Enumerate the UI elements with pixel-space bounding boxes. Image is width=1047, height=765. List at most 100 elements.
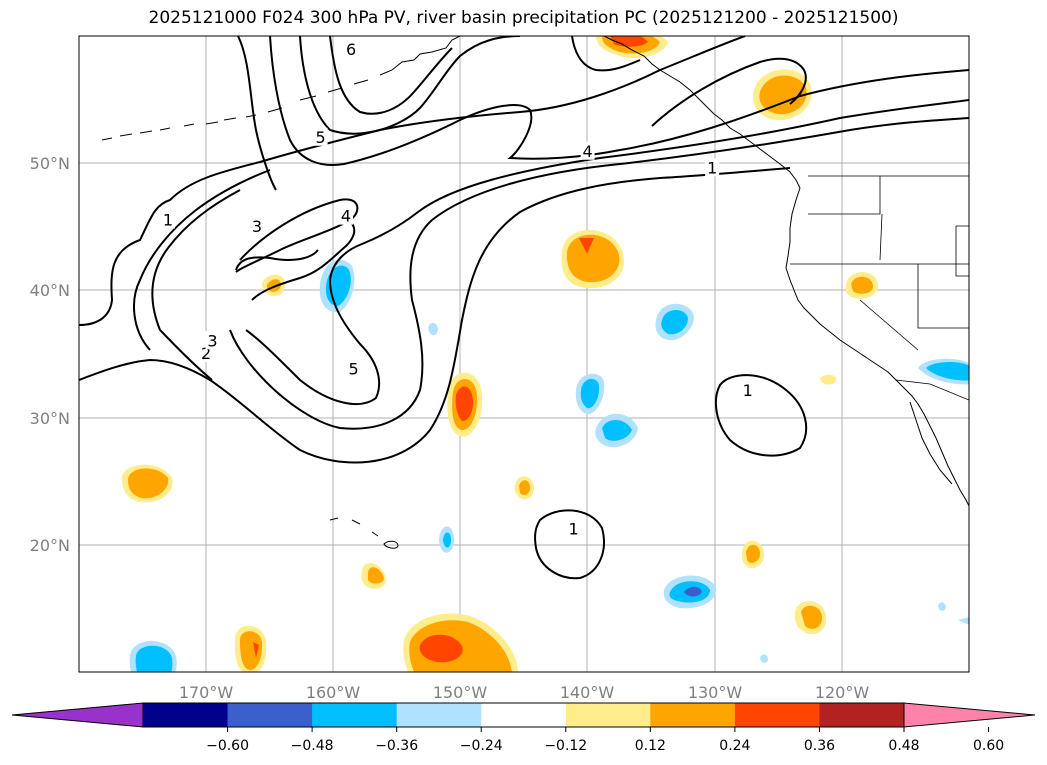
precip-negative-blob xyxy=(760,602,969,663)
pv-contour-label: 5 xyxy=(315,128,325,147)
precip-negative-blob xyxy=(918,358,969,385)
border-us-mexico xyxy=(895,379,969,401)
precip-negative-blob xyxy=(595,413,638,448)
colorbar-segment xyxy=(143,703,229,727)
colorbar-segment xyxy=(312,703,398,727)
precip-positive-blob xyxy=(514,476,534,500)
pv-contour-label: 6 xyxy=(346,40,356,59)
coastline-panhandle xyxy=(603,36,801,189)
precip-positive-blob xyxy=(121,464,173,503)
pv-contour-label: 1 xyxy=(568,520,578,539)
precip-positive-blob xyxy=(845,272,879,299)
lat-tick-label: 50°N xyxy=(30,154,70,173)
precip-positive-blob xyxy=(361,563,387,589)
pv-contour-5-hook xyxy=(229,117,969,430)
pv-contour-label: 2 xyxy=(201,344,211,363)
pv-label-background xyxy=(205,331,220,350)
pv-contour-label: 3 xyxy=(252,217,262,236)
precip-negative-blob xyxy=(439,526,454,553)
lon-tick-label: 150°W xyxy=(433,683,488,702)
pv-label-background xyxy=(346,359,361,378)
pv-contour-label: 4 xyxy=(582,142,592,161)
pv-label-background xyxy=(580,141,595,160)
colorbar-segment xyxy=(650,703,736,727)
colorbar-tick-label: −0.36 xyxy=(375,738,418,754)
pv-contour-label: 1 xyxy=(743,381,753,400)
coastline-alaska xyxy=(379,36,461,76)
border-state-4 xyxy=(917,264,969,329)
lat-tick-labels: 50°N 40°N 30°N 20°N xyxy=(30,154,70,555)
coastline-aleutian-islands xyxy=(101,79,369,141)
pv-label-background xyxy=(566,519,581,538)
coastline-hawaii xyxy=(329,517,399,549)
pv-contour-4 xyxy=(151,189,241,381)
lat-tick-label: 40°N xyxy=(30,281,70,300)
precip-negative-blob xyxy=(663,575,717,609)
precip-positive-blob xyxy=(794,601,827,635)
colorbar-tick-label: 0.12 xyxy=(635,738,666,754)
pv-label-background xyxy=(339,206,353,225)
pv-contour-1-outer xyxy=(79,36,746,326)
lon-tick-label: 140°W xyxy=(560,683,615,702)
pv-contour-3 xyxy=(133,169,271,351)
pv-contour-label: 5 xyxy=(349,359,359,378)
pv-contour-5-ridge xyxy=(237,36,277,191)
colorbar-tick-label: 0.60 xyxy=(973,738,1004,754)
colorbar-tick-label: −0.24 xyxy=(460,738,503,754)
colorbar-segment xyxy=(227,703,313,727)
colorbar-extend-high xyxy=(903,702,1036,728)
pv-label-background xyxy=(250,216,264,235)
colorbar-tick-label: 0.36 xyxy=(804,738,835,754)
precip-positive-blob xyxy=(820,374,837,385)
lon-tick-label: 130°W xyxy=(688,683,743,702)
colorbar-tick-label: −0.60 xyxy=(206,738,249,754)
colorbar: −0.60 −0.48 −0.36 −0.24 −0.12 0.12 0.24 0.36 0.4… xyxy=(11,702,1036,754)
lat-tick-label: 30°N xyxy=(30,409,70,428)
precip-positive-blob xyxy=(403,613,518,672)
border-state-1 xyxy=(808,176,881,215)
colorbar-segment xyxy=(481,703,567,727)
colorbar-outline xyxy=(142,702,905,728)
lat-tick-label: 20°N xyxy=(30,536,70,555)
pv-contour-6 xyxy=(251,217,356,301)
precip-positive-blob xyxy=(561,229,625,289)
precip-negative-blob xyxy=(129,641,177,672)
map-frame xyxy=(78,35,970,673)
precip-negative-blob xyxy=(428,322,438,335)
pv-label-background xyxy=(344,39,359,58)
pv-contour-2 xyxy=(79,167,791,464)
pv-label-background xyxy=(740,380,755,399)
pv-contour-6-ridge-b xyxy=(329,36,453,115)
colorbar-extend-low xyxy=(11,702,144,728)
pv-contour-label: 4 xyxy=(341,207,351,226)
colorbar-segment xyxy=(819,703,905,727)
precip-positive-blob xyxy=(234,625,267,672)
pv-contour-4-east xyxy=(651,57,807,127)
border-state-6 xyxy=(955,225,969,277)
colorbar-tick-label: 0.48 xyxy=(888,738,919,754)
precip-negative-blob xyxy=(655,303,694,341)
pv-contours xyxy=(79,36,969,580)
pv-contour-label: 1 xyxy=(707,158,717,177)
pv-label-background xyxy=(161,210,175,229)
colorbar-tick-label: −0.12 xyxy=(544,738,587,754)
coastline-baja xyxy=(909,401,953,485)
colorbar-tick-label: 0.24 xyxy=(719,738,750,754)
pv-label-background xyxy=(313,127,328,146)
lon-tick-label: 120°W xyxy=(815,683,870,702)
lon-tick-labels: 170°W 160°W 150°W 140°W 130°W 120°W xyxy=(179,683,870,702)
pv-contour-4-north xyxy=(571,36,641,72)
pv-contour-6-ridge xyxy=(299,36,521,135)
colorbar-tick-label: −0.48 xyxy=(291,738,334,754)
coastlines xyxy=(101,36,969,549)
pv-contour-label: 1 xyxy=(163,210,173,229)
pv-label-background xyxy=(705,158,720,177)
map-title: 2025121000 F024 300 hPa PV, river basin … xyxy=(148,8,899,28)
precip-negative-blob xyxy=(575,373,605,415)
colorbar-segment xyxy=(565,703,651,727)
lon-tick-label: 170°W xyxy=(179,683,234,702)
pv-contour-label: 3 xyxy=(207,331,217,350)
colorbar-segment xyxy=(734,703,820,727)
